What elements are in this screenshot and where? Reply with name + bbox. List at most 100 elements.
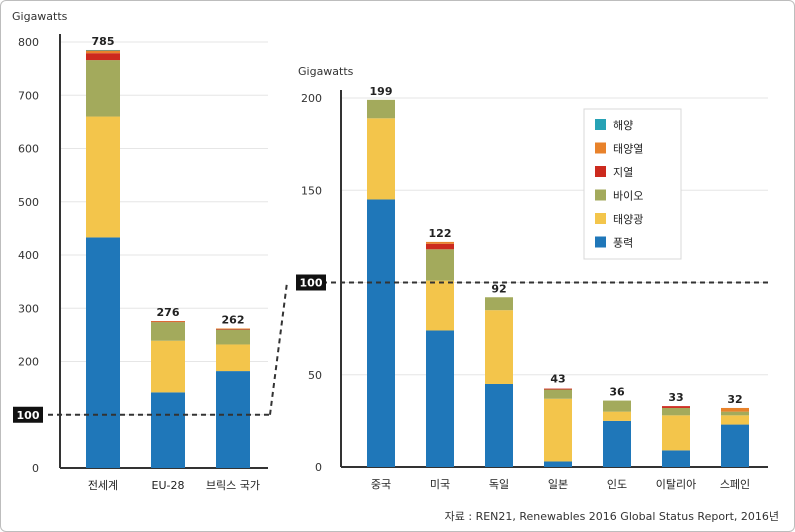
legend-swatch-태양광: [595, 213, 606, 224]
right-100-marker-label: 100: [300, 277, 323, 290]
bar-segment-전세계-바이오: [86, 60, 120, 117]
bar-segment-이탈리아-태양광: [662, 415, 690, 451]
legend-swatch-풍력: [595, 236, 606, 248]
bar-segment-브릭스-국가-바이오: [216, 329, 250, 345]
right-chart: Gigawatts 0 50 100 150 200 199 중국 122 미국 92 독일 43 일본…: [298, 65, 768, 491]
legend-label: 태양광: [613, 213, 643, 226]
bar-segment-스페인-바이오: [721, 411, 749, 416]
left-100-marker-label: 100: [17, 409, 40, 422]
bar-segment-미국-지열: [426, 243, 454, 250]
bar-segment-미국-태양열: [426, 241, 454, 244]
bar-segment-전세계-해양: [86, 49, 120, 51]
legend-swatch-해양: [595, 119, 606, 130]
bar-segment-EU-28-태양열: [151, 321, 185, 322]
bar-segment-EU-28-풍력: [151, 392, 185, 468]
y-tick-label: 0: [315, 461, 322, 474]
left-100-marker-box: [13, 406, 43, 423]
category-label: 미국: [430, 478, 450, 491]
bar-segment-중국-바이오: [367, 99, 395, 119]
category-label: 인도: [607, 478, 627, 491]
bar-segment-미국-바이오: [426, 249, 454, 281]
legend-label: 태양열: [613, 143, 643, 156]
y-tick-label: 200: [18, 356, 39, 369]
category-label: 이탈리아: [656, 478, 696, 491]
y-tick-label: 200: [301, 92, 322, 105]
y-tick-label: 50: [308, 369, 322, 382]
bar-segment-인도-바이오: [603, 400, 631, 412]
bar-segment-전세계-풍력: [86, 237, 120, 468]
source-note: 자료 : REN21, Renewables 2016 Global Statu…: [444, 510, 779, 523]
legend-label: 해양: [613, 118, 633, 132]
bar-total-label: 785: [92, 35, 115, 48]
bar-total-label: 262: [222, 313, 245, 326]
category-label: 브릭스 국가: [206, 479, 260, 492]
category-label: 스페인: [720, 478, 750, 491]
bar-segment-인도-풍력: [603, 420, 631, 467]
legend-swatch-태양열: [595, 142, 606, 154]
bar-segment-중국-태양광: [367, 118, 395, 200]
bar-segment-일본-태양광: [544, 398, 572, 462]
category-label: EU-28: [152, 479, 185, 492]
bar-segment-미국-풍력: [426, 330, 454, 467]
bar-segment-EU-28-지열: [151, 321, 185, 323]
bar-segment-브릭스-국가-태양광: [216, 344, 250, 372]
bar-segment-EU-28-태양광: [151, 340, 185, 393]
bar-segment-독일-풍력: [485, 383, 513, 467]
category-label: 일본: [548, 477, 568, 491]
bar-segment-일본-바이오: [544, 389, 572, 399]
bar-segment-EU-28-바이오: [151, 322, 185, 341]
bar-segment-브릭스-국가-지열: [216, 329, 250, 330]
category-label: 전세계: [88, 479, 118, 492]
legend-label: 바이오: [613, 190, 643, 203]
y-tick-label: 300: [18, 302, 39, 315]
y-tick-label: 800: [18, 36, 39, 49]
y-tick-label: 150: [301, 184, 322, 197]
bar-total-label: 92: [491, 282, 506, 295]
bar-segment-전세계-태양열: [86, 50, 120, 54]
bar-segment-브릭스-국가-태양열: [216, 328, 250, 330]
bar-segment-일본-풍력: [544, 461, 572, 467]
bar-segment-일본-지열: [544, 388, 572, 390]
bar-segment-스페인-태양광: [721, 415, 749, 425]
bar-segment-이탈리아-바이오: [662, 407, 690, 416]
bar-segment-스페인-태양열: [721, 407, 749, 412]
connector-diagonal-line: [269, 282, 288, 415]
bar-total-label: 122: [429, 227, 452, 240]
bar-segment-중국-풍력: [367, 199, 395, 467]
bar-total-label: 33: [668, 391, 683, 404]
bar-total-label: 199: [370, 85, 393, 98]
category-label: 독일: [489, 477, 509, 491]
legend-box: [583, 108, 682, 260]
bar-segment-브릭스-국가-풍력: [216, 371, 250, 468]
bar-segment-스페인-풍력: [721, 424, 749, 467]
right-y-axis-title: Gigawatts: [298, 65, 354, 78]
bar-segment-독일-태양광: [485, 310, 513, 384]
legend-swatch-바이오: [595, 189, 606, 201]
bar-segment-미국-태양광: [426, 280, 454, 331]
y-tick-label: 500: [18, 196, 39, 209]
bar-segment-독일-바이오: [485, 297, 513, 311]
bar-segment-이탈리아-지열: [662, 406, 690, 408]
y-tick-label: 0: [32, 462, 39, 475]
right-100-marker-box: [296, 274, 326, 291]
y-tick-label: 700: [18, 89, 39, 102]
bar-segment-전세계-태양광: [86, 116, 120, 238]
bar-segment-전세계-지열: [86, 53, 120, 61]
y-tick-label: 400: [18, 249, 39, 262]
y-tick-label: 600: [18, 143, 39, 156]
legend-label: 지열: [613, 166, 633, 179]
legend-swatch-지열: [595, 166, 606, 177]
bar-total-label: 36: [609, 386, 625, 399]
left-chart: Gigawatts 0 100 200 300 400 500 600 700 800 785 전세…: [12, 10, 268, 492]
bar-total-label: 32: [727, 393, 742, 406]
bar-total-label: 276: [157, 306, 180, 319]
category-label: 중국: [371, 478, 391, 491]
zoom-connector: 100 100: [13, 274, 768, 423]
bar-segment-이탈리아-풍력: [662, 450, 690, 467]
bar-total-label: 43: [550, 373, 565, 386]
bar-segment-인도-태양광: [603, 411, 631, 421]
legend-label: 풍력: [613, 237, 633, 250]
left-y-axis-title: Gigawatts: [12, 10, 68, 23]
